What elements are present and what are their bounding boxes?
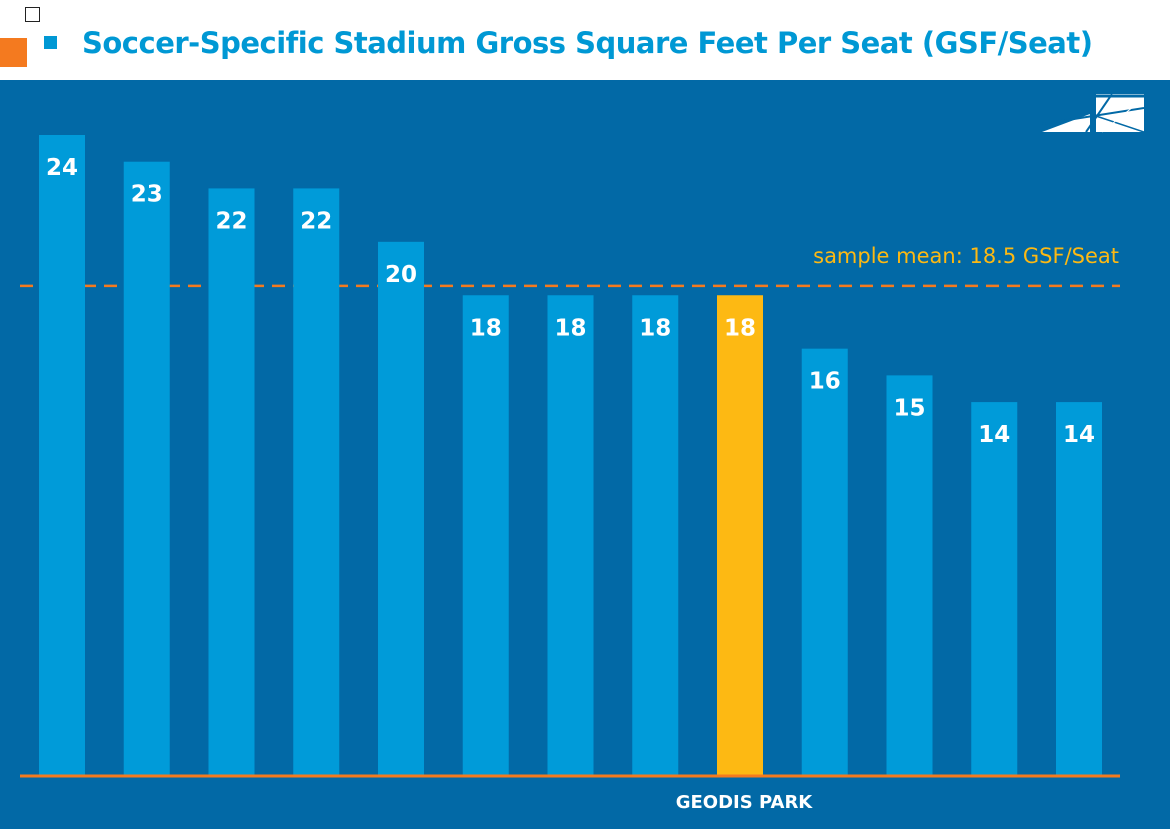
bar xyxy=(39,135,85,776)
bar-value-label: 14 xyxy=(978,422,1010,448)
header: Soccer-Specific Stadium Gross Square Fee… xyxy=(0,0,1170,80)
page-title: Soccer-Specific Stadium Gross Square Fee… xyxy=(82,26,1093,60)
bar-value-label: 16 xyxy=(809,369,841,395)
brand-logo-icon xyxy=(1042,94,1144,133)
bar-value-label: 18 xyxy=(639,315,671,341)
bar-value-label: 20 xyxy=(385,262,417,288)
bar-value-label: 15 xyxy=(893,395,925,421)
bar-value-label: 24 xyxy=(46,155,78,181)
square-outline-icon xyxy=(25,7,40,22)
bar xyxy=(378,241,424,777)
bar xyxy=(1056,402,1102,776)
bar xyxy=(123,161,170,777)
bar xyxy=(462,295,509,776)
bar xyxy=(632,295,679,776)
bar xyxy=(208,188,255,776)
bar-value-label: 14 xyxy=(1063,422,1095,448)
bar-value-label: 18 xyxy=(470,315,502,341)
bar xyxy=(801,348,848,776)
bar-value-label: 18 xyxy=(724,315,756,341)
category-label: GEODIS PARK xyxy=(676,792,814,813)
orange-square-icon xyxy=(0,38,27,67)
bar xyxy=(293,188,340,776)
bar xyxy=(547,295,594,776)
bar xyxy=(971,402,1018,776)
bar-value-label: 23 xyxy=(131,182,163,208)
bar xyxy=(886,375,933,776)
bar-value-label: 18 xyxy=(554,315,586,341)
bar-value-label: 22 xyxy=(300,208,332,234)
mean-label: sample mean: 18.5 GSF/Seat xyxy=(813,244,1119,268)
mean-label-background xyxy=(786,240,1122,270)
bar-value-label: 22 xyxy=(215,208,247,234)
blue-square-icon xyxy=(44,36,57,49)
bar-highlight xyxy=(717,295,763,776)
